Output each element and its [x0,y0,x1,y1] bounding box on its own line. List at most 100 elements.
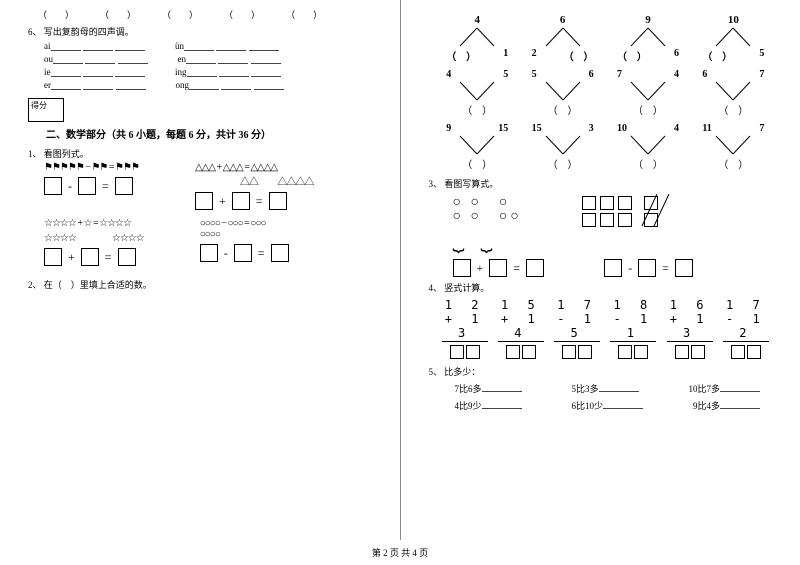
tree-bottom[interactable]: （ ） [528,102,598,117]
answer-box[interactable] [604,259,622,277]
blank[interactable] [599,382,639,392]
answer-box[interactable] [453,259,471,277]
answer-box[interactable] [466,345,480,359]
tree-row-3: 915 （ ） 153 （ ） 104 （ ） 117 （ ） [435,123,777,171]
blank[interactable] [189,80,219,90]
blank[interactable] [53,54,83,64]
answer-box[interactable] [634,345,648,359]
answer-box[interactable] [234,244,252,262]
blank[interactable] [249,41,279,51]
answer-box[interactable] [578,345,592,359]
vertical-calc: 1 7 - 1 2 [719,298,773,359]
blank[interactable] [51,67,81,77]
blank[interactable] [85,54,115,64]
blank[interactable] [51,41,81,51]
tree-left[interactable]: （ ） [617,48,647,63]
answer-box[interactable] [675,345,689,359]
number-tree: 10 （ ）5 [698,14,768,63]
paren: （ ） [38,8,74,21]
tree-bottom[interactable]: （ ） [613,156,683,171]
square-grid [582,196,659,227]
tree-row-1: 4 （ ）1 6 2（ ） 9 （ ）6 10 （ ）5 [435,14,777,63]
answer-box[interactable] [81,248,99,266]
answer-box[interactable] [638,259,656,277]
blank[interactable] [216,41,246,51]
pinyin: ün [175,41,184,51]
tree-r: 4 [674,69,679,80]
blank[interactable] [186,54,216,64]
blank[interactable] [51,80,81,90]
answer-box[interactable] [269,192,287,210]
blank[interactable] [184,41,214,51]
answer-box[interactable] [44,177,62,195]
answer-box[interactable] [115,177,133,195]
blank[interactable] [219,67,249,77]
blank[interactable] [118,54,148,64]
tree-bottom[interactable]: （ ） [528,156,598,171]
answer-box[interactable] [450,345,464,359]
answer-box[interactable] [526,259,544,277]
eq-op: = [102,179,109,194]
answer-box[interactable] [489,259,507,277]
answer-box[interactable] [747,345,761,359]
tree-l: 9 [446,123,451,134]
tree-right[interactable]: （ ） [564,48,594,63]
number-tree: 56 （ ） [528,69,598,117]
answer-box[interactable] [200,244,218,262]
blank[interactable] [251,54,281,64]
blank[interactable] [115,41,145,51]
answer-box[interactable] [232,192,250,210]
blank[interactable] [83,67,113,77]
q3-num: 3、 [429,179,443,189]
tree-left[interactable]: （ ） [446,48,476,63]
tree-right: 5 [759,48,764,63]
q5-num: 5、 [429,367,443,377]
eq-op: = [258,246,265,261]
comp-row-2: 4比9少 6比10少 9比4多 [455,399,783,412]
answer-box[interactable] [731,345,745,359]
tree-bottom[interactable]: （ ） [442,156,512,171]
answer-box[interactable] [522,345,536,359]
tree-bottom[interactable]: （ ） [442,102,512,117]
blank[interactable] [83,80,113,90]
q6-num: 6、 [28,27,42,37]
answer-box[interactable] [691,345,705,359]
answer-box[interactable] [675,259,693,277]
tree-bottom[interactable]: （ ） [613,102,683,117]
tree-l: 4 [446,69,451,80]
minus-op: - [224,246,228,261]
tree-l: 15 [532,123,542,134]
tree-right: 1 [503,48,508,63]
blank[interactable] [115,67,145,77]
paren: （ ） [224,8,260,21]
tree-bottom[interactable]: （ ） [698,156,768,171]
blank[interactable] [482,382,522,392]
blank[interactable] [254,80,284,90]
blank[interactable] [251,67,281,77]
blank[interactable] [83,41,113,51]
answer-box[interactable] [78,177,96,195]
blank[interactable] [218,54,248,64]
number-tree: 104 （ ） [613,123,683,171]
blank[interactable] [603,399,643,409]
tree-bottom[interactable]: （ ） [698,102,768,117]
pic-eq-group-1: ⚑⚑⚑⚑⚑ − ⚑⚑ = ⚑⚑⚑ - = △△△ + △△△ = △△△△ △△… [28,162,382,218]
eq-op: = [256,194,263,209]
answer-box[interactable] [195,192,213,210]
answer-box[interactable] [271,244,289,262]
answer-box[interactable] [506,345,520,359]
tree-top: 9 [613,14,683,26]
answer-box[interactable] [44,248,62,266]
blank[interactable] [116,80,146,90]
answer-box[interactable] [562,345,576,359]
blank[interactable] [720,382,760,392]
blank[interactable] [482,399,522,409]
blank[interactable] [221,80,251,90]
answer-box[interactable] [118,248,136,266]
answer-box[interactable] [618,345,632,359]
tree-left: 2 [532,48,537,63]
tree-left[interactable]: （ ） [702,48,732,63]
score-label: 得分 [31,101,47,110]
blank[interactable] [720,399,760,409]
blank[interactable] [187,67,217,77]
